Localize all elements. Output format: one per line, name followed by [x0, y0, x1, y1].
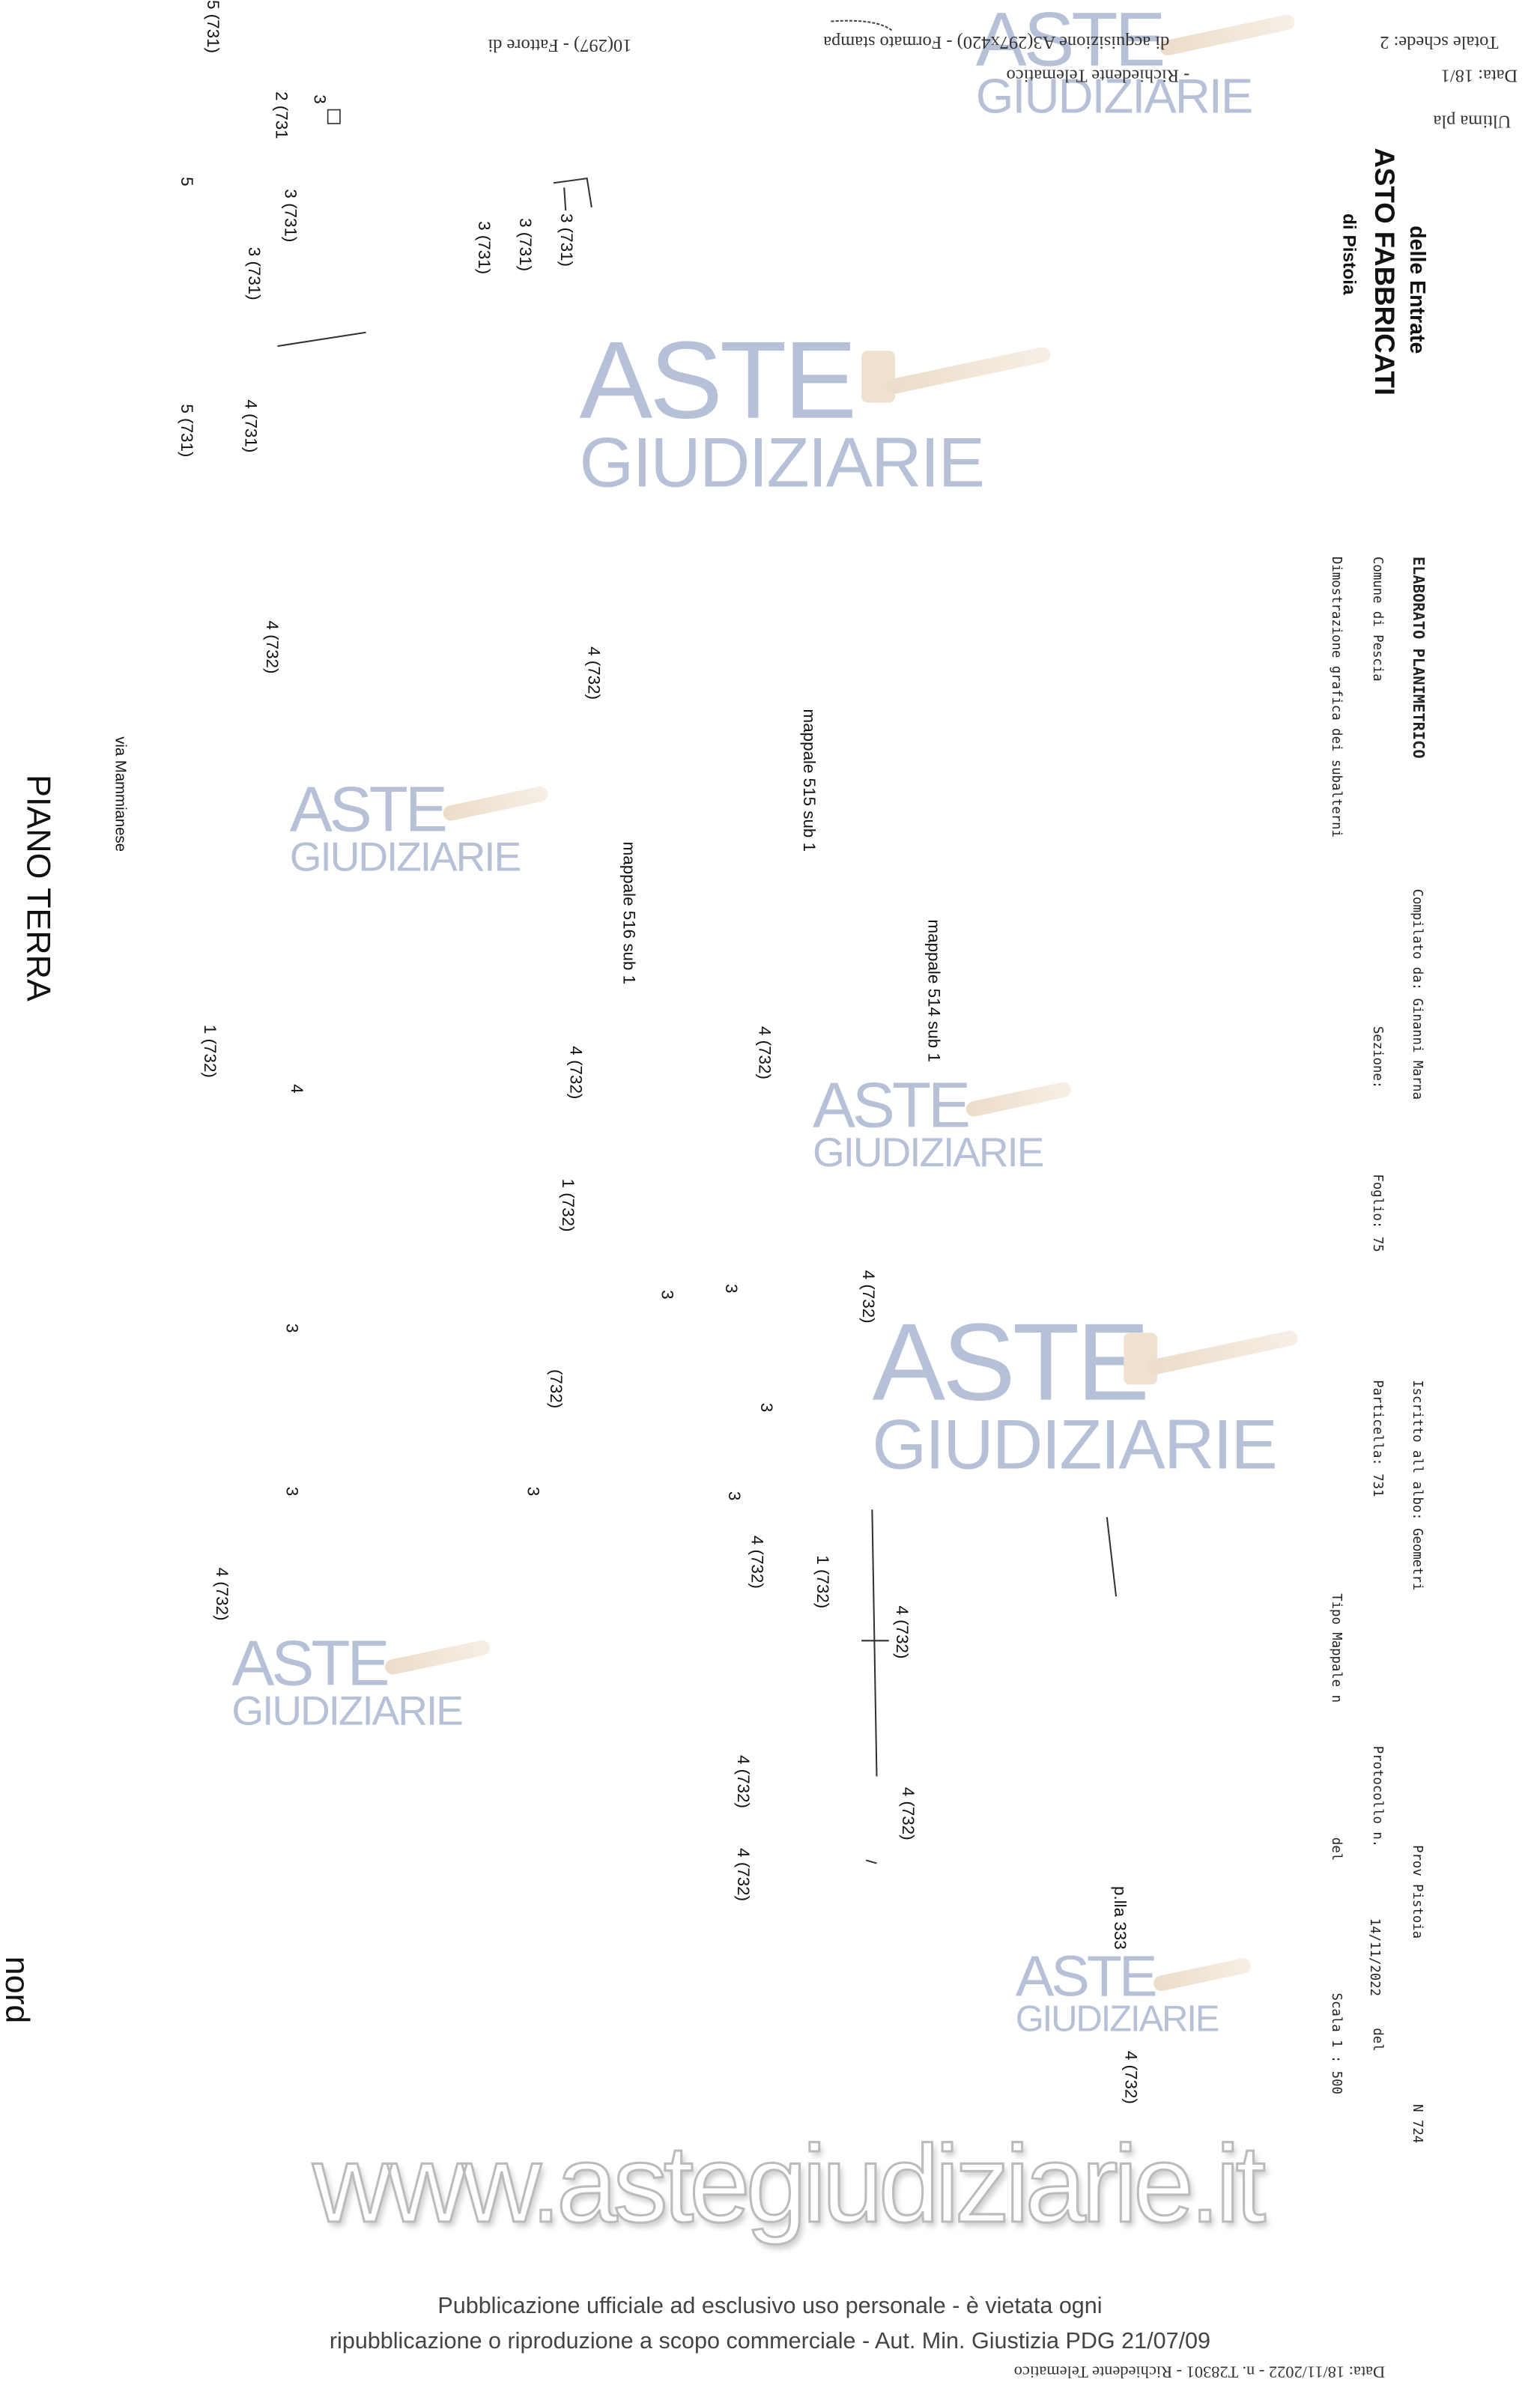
sub-label: 4 (732): [858, 1270, 877, 1324]
comune: Comune di Pescia: [1368, 556, 1385, 682]
numero: N 724: [1408, 2104, 1425, 2144]
sub-label: 3: [756, 1402, 775, 1413]
sub-label: 4 (732): [747, 1535, 766, 1589]
sub-label: (732): [545, 1369, 565, 1409]
sub-label: 4 (732): [897, 1787, 917, 1840]
sub-label: 3: [657, 1290, 676, 1300]
protocollo: Protocollo n.: [1368, 1745, 1385, 1848]
watermark-logo: ASTE GIUDIZIARIE: [975, 0, 1297, 124]
iscritto-albo: Iscritto all albo: Geometri: [1408, 1380, 1425, 1591]
watermark-text: ASTE: [231, 1626, 389, 1699]
floor-label: PIANO TERRA: [19, 775, 58, 1001]
watermark-text: GIUDIZIARIE: [231, 1687, 463, 1734]
mappale-516-label: mappale 516 sub 1: [619, 841, 637, 985]
sub-label: 4: [286, 1084, 306, 1094]
office-name: di Pistoia: [1339, 213, 1360, 295]
sub-label: 4 (732): [733, 1754, 752, 1808]
sub-label: 2 (731: [271, 91, 290, 139]
watermark-text: ASTE: [1015, 1945, 1158, 2010]
particella: Particella: 731: [1368, 1380, 1385, 1497]
watermark-text: GIUDIZIARIE: [812, 1129, 1044, 1176]
watermark-text: GIUDIZIARIE: [872, 1404, 1278, 1484]
watermark-text: ASTE: [812, 1068, 971, 1141]
sub-label: 4 (732): [1121, 2050, 1139, 2104]
del-label: del: [1328, 1837, 1344, 1861]
watermark-logo: ASTE GIUDIZIARIE: [812, 1068, 1073, 1176]
sub-label: 1 (732): [812, 1555, 831, 1609]
watermark-text: ASTE: [579, 320, 858, 443]
sub-label: 4 (732): [583, 646, 603, 700]
watermark-text: GIUDIZIARIE: [289, 834, 521, 880]
sub-label: 4 (732): [891, 1605, 911, 1659]
watermark-logo: ASTE GIUDIZIARIE: [1015, 1945, 1252, 2041]
sub-label: 3: [282, 1323, 301, 1333]
street-label: via Mammianese: [111, 736, 128, 852]
watermark-text: GIUDIZIARIE: [579, 422, 986, 502]
sub-label: 3: [282, 1486, 301, 1497]
watermark-logo: ASTE GIUDIZIARIE: [289, 773, 550, 880]
sub-label: 3: [523, 1486, 542, 1497]
mappale-515-label: mappale 515 sub 1: [798, 709, 818, 852]
watermark-logo: ASTE GIUDIZIARIE: [579, 320, 1052, 502]
sub-label: 3 (731): [243, 246, 263, 300]
watermark-logo: ASTE GIUDIZIARIE: [872, 1302, 1300, 1484]
elaborato-title: ELABORATO PLANIMETRICO: [1408, 556, 1426, 759]
provincia: Prov Pistoia: [1408, 1845, 1425, 1939]
sub-label: 4 (732): [566, 1046, 584, 1100]
sub-label: 3: [724, 1491, 743, 1501]
sub-label: 4 (732): [211, 1567, 231, 1621]
plla-333-label: p.lla 333: [1109, 1886, 1129, 1950]
sub-label: 1 (732): [558, 1178, 577, 1232]
mappale-514-label: mappale 514 sub 1: [924, 919, 943, 1062]
footer-stamp: Data: 18/11/2022 - n. T28301 - Richieden…: [1013, 2362, 1386, 2381]
watermark-logo: ASTE GIUDIZIARIE: [231, 1626, 492, 1734]
protocollo-data: 14/11/2022: [1365, 1918, 1382, 1996]
tipo-mappale: Tipo Mappale n: [1328, 1593, 1344, 1703]
watermark-text: GIUDIZIARIE: [1015, 1999, 1220, 2041]
sub-label: 1 (732): [199, 1024, 219, 1078]
scala: Scala 1 : 500: [1328, 1992, 1344, 2094]
sub-label: 4 (732): [733, 1848, 752, 1902]
sub-label: 3 (731): [556, 213, 575, 267]
sub-label: 4 (732): [754, 1025, 774, 1079]
foglio: Foglio: 75: [1368, 1174, 1385, 1252]
sub-label: 5 (731): [202, 0, 222, 53]
sezione: Sezione:: [1368, 1025, 1385, 1089]
watermark-text: ASTE: [872, 1302, 1150, 1425]
watermark-text: ASTE: [289, 773, 448, 845]
north-label: nord: [0, 1956, 37, 2024]
sub-label: 4 (731): [240, 399, 260, 453]
footer-line-2: ripubblicazione o riproduzione a scopo c…: [329, 2328, 1211, 2354]
sub-label: 4 (732): [262, 620, 281, 674]
del-label: del: [1368, 2028, 1385, 2052]
footer-line-1: Pubblicazione ufficiale ad esclusivo uso…: [437, 2293, 1103, 2320]
watermark-text: GIUDIZIARIE: [975, 68, 1254, 124]
sub-label: 3 (731): [515, 218, 534, 272]
dimostrazione: Dimostrazione grafica dei subalterni: [1328, 556, 1344, 838]
document-title: ASTO FABBRICATI: [1368, 148, 1400, 396]
sub-label: 3 (731): [474, 221, 493, 275]
site-watermark: www.astegiudiziarie.it: [312, 2123, 1267, 2247]
agency-name: delle Entrate: [1405, 225, 1431, 354]
sub-label: 3 (731): [280, 189, 299, 243]
compilato-da: Compilato da: Ginanni Marna: [1408, 888, 1425, 1100]
sub-label: 3: [721, 1283, 740, 1294]
sub-label: 3: [309, 94, 328, 104]
sub-label: 5: [177, 177, 195, 187]
sub-label: 5 (731): [177, 404, 195, 458]
watermark-text: ASTE: [975, 0, 1166, 82]
